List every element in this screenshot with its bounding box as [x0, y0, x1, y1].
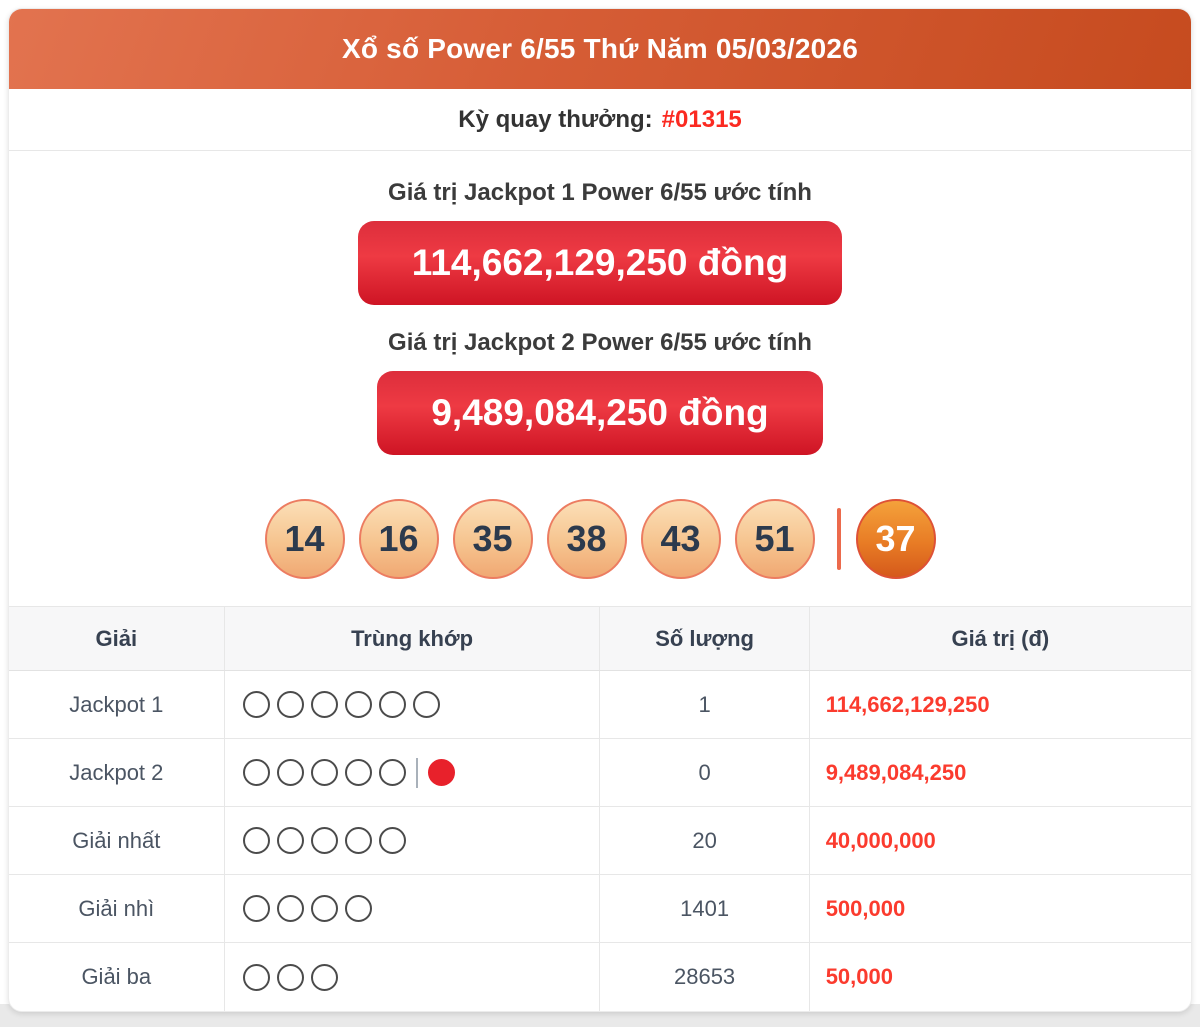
jackpot1-label: Giá trị Jackpot 1 Power 6/55 ước tính [388, 179, 812, 206]
match-separator-icon [415, 757, 418, 788]
jackpot1-value-button[interactable]: 114,662,129,250 đồng [357, 221, 843, 305]
prize-value-cell: 114,662,129,250 [808, 670, 1191, 739]
prize-table-header-row: Giải Trùng khớp Số lượng Giá trị (đ) [9, 606, 1191, 671]
winning-number-ball: 35 [452, 499, 533, 579]
match-open-circle-icon [310, 759, 338, 786]
special-number-divider [836, 508, 841, 570]
jackpot1-button-wrap: 114,662,129,250 đồng [9, 221, 1191, 305]
draw-period-label: Kỳ quay thưởng: [458, 105, 653, 133]
page-title: Xổ số Power 6/55 Thứ Năm 05/03/2026 [342, 33, 858, 64]
match-open-circle-icon [344, 827, 372, 855]
winning-number-ball: 38 [546, 499, 627, 579]
prize-name-cell: Jackpot 2 [9, 738, 225, 807]
draw-period-row: Kỳ quay thưởng: #01315 [9, 89, 1191, 151]
winner-count-cell: 0 [599, 738, 810, 807]
column-header-value: Giá trị (đ) [808, 606, 1191, 671]
match-open-circle-icon [310, 827, 338, 855]
match-open-circle-icon [344, 759, 372, 786]
match-open-circle-icon [412, 691, 440, 719]
prize-value-cell: 500,000 [808, 874, 1191, 943]
match-open-circle-icon [310, 691, 338, 719]
draw-period-number: #01315 [661, 105, 742, 133]
match-pattern-cell [223, 670, 600, 739]
prize-name-cell: Giải nhì [9, 874, 225, 943]
match-open-circle-icon [378, 759, 406, 786]
match-pattern-cell [223, 806, 600, 875]
winning-number-ball: 43 [640, 499, 721, 579]
match-open-circle-icon [378, 827, 406, 855]
match-pattern-cell [223, 738, 600, 807]
winner-count-cell: 1401 [599, 874, 810, 943]
prize-name-cell: Jackpot 1 [9, 670, 225, 739]
match-special-circle-icon [427, 759, 455, 786]
prize-table-row: Giải ba 28653 50,000 [9, 942, 1191, 1011]
match-open-circle-icon [344, 895, 372, 923]
match-open-circle-icon [344, 691, 372, 719]
match-open-circle-icon [242, 895, 270, 923]
winning-number-ball: 51 [734, 499, 815, 579]
lottery-result-card: Xổ số Power 6/55 Thứ Năm 05/03/2026 Kỳ q… [8, 8, 1192, 1012]
jackpot2-label: Giá trị Jackpot 2 Power 6/55 ước tính [388, 329, 812, 356]
match-open-circle-icon [242, 691, 270, 719]
prize-value-cell: 9,489,084,250 [808, 738, 1191, 807]
winning-number-ball: 16 [358, 499, 439, 579]
match-pattern-cell [223, 874, 600, 943]
winning-number-ball: 14 [264, 499, 345, 579]
match-open-circle-icon [276, 827, 304, 855]
prize-table-row: Giải nhất 20 40,000,000 [9, 806, 1191, 875]
jackpot2-value-button[interactable]: 9,489,084,250 đồng [377, 371, 823, 455]
match-pattern-cell [223, 942, 600, 1011]
match-open-circle-icon [378, 691, 406, 719]
jackpot2-button-wrap: 9,489,084,250 đồng [9, 371, 1191, 455]
prize-value-cell: 50,000 [808, 942, 1191, 1011]
winner-count-cell: 28653 [599, 942, 810, 1011]
prize-table-row: Jackpot 2 0 9,489,084,250 [9, 738, 1191, 807]
match-open-circle-icon [242, 827, 270, 855]
card-header: Xổ số Power 6/55 Thứ Năm 05/03/2026 [9, 9, 1191, 89]
prize-name-cell: Giải nhất [9, 806, 225, 875]
prize-table-row: Giải nhì 1401 500,000 [9, 874, 1191, 943]
match-open-circle-icon [276, 963, 304, 991]
special-number-ball: 37 [855, 499, 936, 579]
match-open-circle-icon [276, 691, 304, 719]
column-header-prize: Giải [9, 606, 225, 671]
prize-name-cell: Giải ba [81, 963, 152, 989]
match-open-circle-icon [276, 759, 304, 786]
match-open-circle-icon [310, 895, 338, 923]
winning-numbers-row: 14 16 35 38 43 51 37 [9, 499, 1191, 579]
winner-count-cell: 20 [599, 806, 810, 875]
prize-table: Giải Trùng khớp Số lượng Giá trị (đ) Jac… [9, 606, 1191, 1011]
prize-value-cell: 40,000,000 [808, 806, 1191, 875]
column-header-count: Số lượng [599, 606, 810, 671]
match-open-circle-icon [276, 895, 304, 923]
match-open-circle-icon [310, 963, 338, 991]
match-open-circle-icon [242, 963, 270, 991]
match-open-circle-icon [242, 759, 270, 786]
column-header-match: Trùng khớp [223, 606, 600, 671]
prize-table-row: Jackpot 1 1 114,662,129,250 [9, 670, 1191, 739]
winner-count-cell: 1 [599, 670, 810, 739]
